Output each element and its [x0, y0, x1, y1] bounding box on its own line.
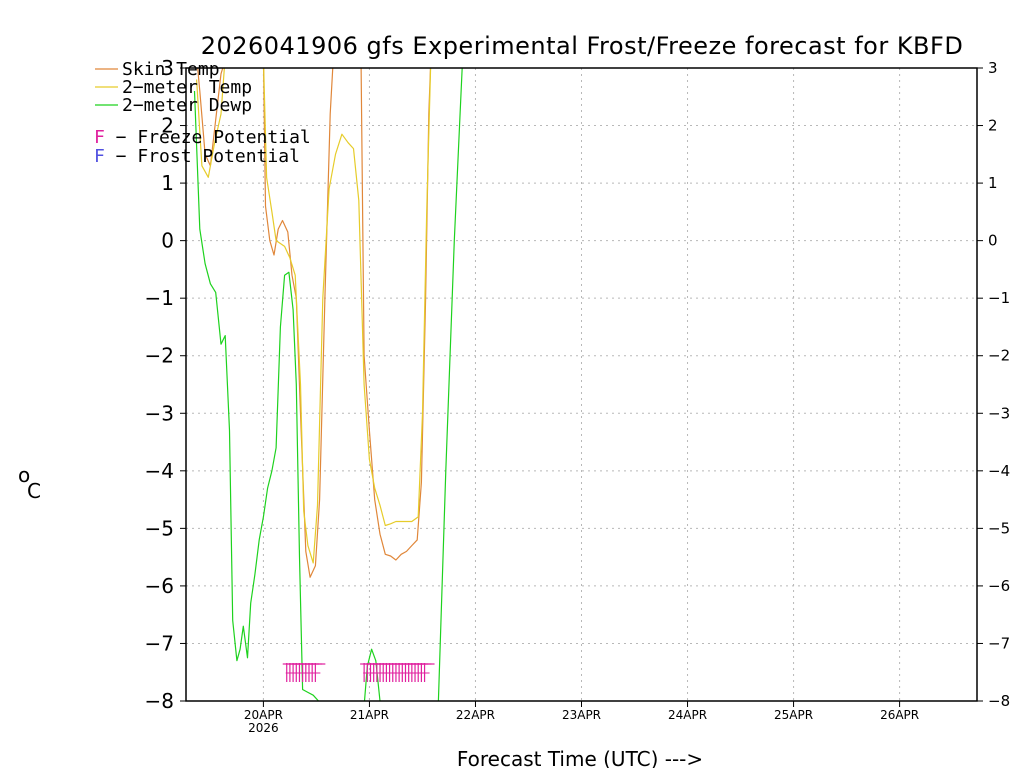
- x-tick-label-5: 25APR: [774, 708, 813, 722]
- y-tick-right-label-4: −1: [988, 289, 1010, 307]
- y-axis-right: 3 2 1 0 −1 −2 −3 −4 −5 −6 −7 −8: [977, 59, 1010, 710]
- frost-potential-letter: F: [94, 146, 105, 167]
- y-tick-right-label-5: −2: [988, 347, 1010, 365]
- chart-title: 2026041906 gfs Experimental Frost/Freeze…: [201, 32, 964, 60]
- y-tick-left-label-10: −7: [145, 631, 174, 655]
- y-axis-left: 3 2 1 0 −1 −2 −3 −4 −5 −6 −7 −8: [145, 56, 186, 713]
- legend-label-2m-dewp: 2−meter Dewp: [122, 95, 252, 116]
- y-tick-right-label-2: 1: [988, 174, 998, 192]
- freeze-potential-annotation: F − Freeze Potential: [94, 127, 311, 148]
- legend-label-skin-temp: Skin Temp: [122, 59, 220, 80]
- y-tick-left-label-9: −6: [145, 574, 174, 598]
- y-axis-label-degree: o: [18, 463, 30, 487]
- x-tick-label-4: 24APR: [668, 708, 707, 722]
- x-tick-label-0: 20APR: [244, 708, 283, 722]
- plot-frame: [185, 67, 978, 702]
- y-tick-left-label-5: −2: [145, 344, 174, 368]
- y-tick-right-label-11: −8: [988, 692, 1010, 710]
- y-axis-label: o C: [18, 463, 41, 503]
- x-tick-label-2: 22APR: [456, 708, 495, 722]
- series-line-2-meter-temp: [196, 68, 432, 564]
- legend-label-2m-temp: 2−meter Temp: [122, 77, 252, 98]
- y-tick-left-label-2: 1: [161, 171, 174, 195]
- y-tick-left-label-6: −3: [145, 401, 174, 425]
- y-tick-right-label-9: −6: [988, 577, 1010, 595]
- y-tick-right-label-0: 3: [988, 59, 998, 77]
- legend: Skin Temp 2−meter Temp 2−meter Dewp F − …: [94, 59, 311, 167]
- y-tick-right-label-8: −5: [988, 519, 1010, 537]
- y-tick-right-label-6: −3: [988, 404, 1010, 422]
- y-tick-right-label-1: 2: [988, 117, 998, 135]
- x-tick-label-6: 26APR: [880, 708, 919, 722]
- freeze-potential-letter: F: [94, 127, 105, 148]
- y-tick-left-label-1: 2: [161, 114, 174, 138]
- y-tick-right-label-3: 0: [988, 232, 998, 250]
- y-tick-left-label-11: −8: [145, 689, 174, 713]
- y-tick-right-label-10: −7: [988, 634, 1010, 652]
- series-line-skin-temp: [197, 68, 432, 578]
- freeze-markers: [282, 663, 435, 682]
- y-tick-left-label-0: 3: [161, 56, 174, 80]
- frost-potential-text: − Frost Potential: [105, 146, 300, 167]
- frost-potential-annotation: F − Frost Potential: [94, 146, 300, 167]
- x-tick-sublabel-0: 2026: [248, 721, 279, 735]
- y-tick-right-label-7: −4: [988, 462, 1010, 480]
- y-tick-left-label-4: −1: [145, 286, 174, 310]
- y-tick-left-label-3: 0: [161, 229, 174, 253]
- freeze-potential-text: − Freeze Potential: [105, 127, 311, 148]
- y-tick-left-label-7: −4: [145, 459, 174, 483]
- y-axis-label-unit: C: [27, 479, 41, 503]
- x-tick-label-3: 23APR: [562, 708, 601, 722]
- x-tick-label-1: 21APR: [350, 708, 389, 722]
- y-tick-left-label-8: −5: [145, 516, 174, 540]
- x-axis-label: Forecast Time (UTC) --->: [457, 747, 703, 768]
- grid-lines: [186, 68, 977, 701]
